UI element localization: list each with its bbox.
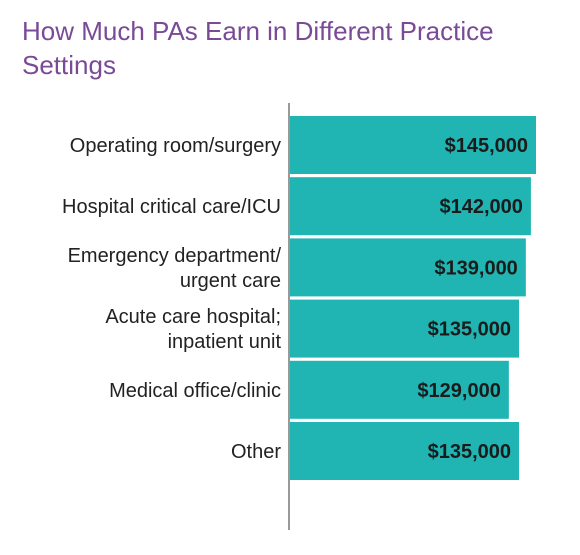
category-label: Other: [231, 441, 281, 463]
bar: [290, 360, 509, 419]
bar: [290, 422, 520, 480]
category-label: Emergency department/: [68, 245, 282, 267]
bar-value-label: $135,000: [428, 441, 511, 463]
bar-value-label: $145,000: [445, 135, 528, 157]
category-label: urgent care: [180, 270, 281, 292]
bar: [290, 238, 526, 297]
bar: [290, 116, 536, 174]
chart-title: How Much PAs Earn in Different Practice …: [22, 16, 494, 80]
bar: [290, 299, 520, 358]
category-label: Hospital critical care/ICU: [62, 196, 281, 218]
category-label: Medical office/clinic: [109, 380, 281, 402]
category-label: inpatient unit: [168, 331, 282, 353]
category-label: Acute care hospital;: [105, 306, 281, 328]
bar-value-label: $135,000: [428, 319, 511, 341]
category-label: Operating room/surgery: [70, 135, 281, 157]
bar: [290, 177, 531, 236]
bar-value-label: $139,000: [434, 257, 517, 279]
bar-value-label: $129,000: [417, 380, 500, 402]
bar-value-label: $142,000: [439, 196, 522, 218]
